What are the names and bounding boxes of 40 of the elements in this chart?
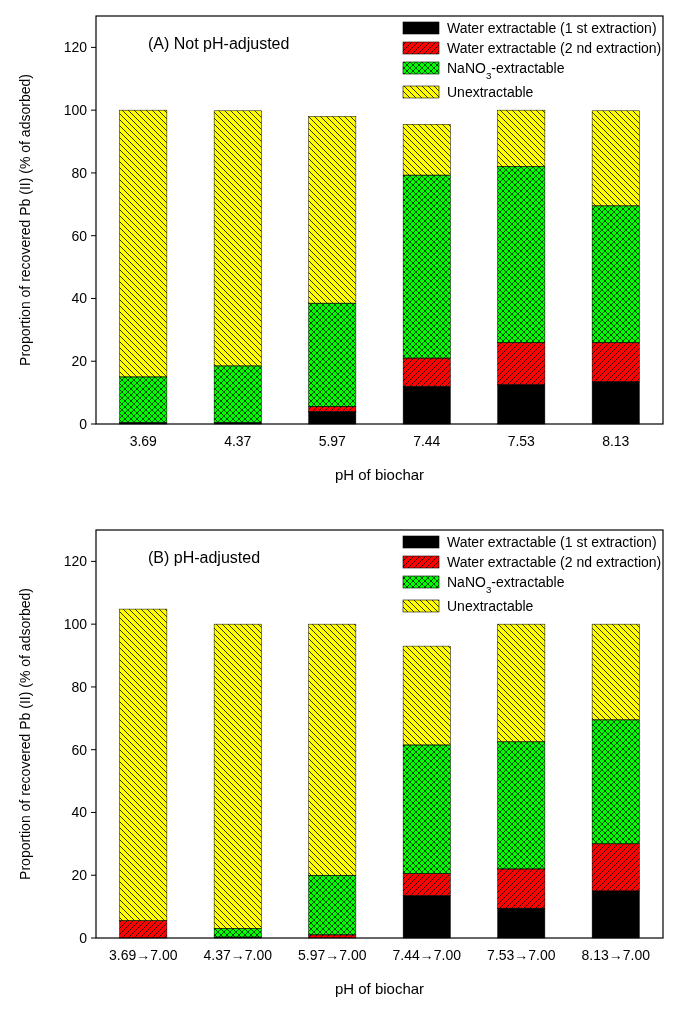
- legend-label: Water extractable (2 nd extraction): [447, 39, 662, 56]
- y-tick-label: 120: [63, 39, 88, 56]
- x-tick-label: 5.97→7.00: [298, 947, 367, 963]
- x-tick-label: 7.44→7.00: [392, 947, 462, 963]
- x-tick-label: 7.44: [413, 433, 441, 449]
- text: (B) pH-adjusted: [148, 549, 261, 566]
- y-tick-label: 120: [63, 553, 88, 570]
- y-tick-label: 0: [79, 415, 88, 432]
- legend-label: Water extractable (2 nd extraction): [447, 553, 662, 570]
- legend-label: Unextractable: [447, 83, 534, 100]
- y-axis-title: Proportion of recovered Pb (II) (% of adsorbed): [17, 588, 33, 880]
- y-tick-label: 80: [71, 164, 88, 181]
- y-tick-label: 40: [71, 290, 88, 307]
- y-axis-title: Proportion of recovered Pb (II) (% of adsorbed): [17, 74, 33, 366]
- text: (A) Not pH-adjusted: [148, 35, 290, 52]
- x-tick-label: 3.69→7.00: [109, 947, 178, 963]
- y-tick-label: 80: [71, 678, 88, 695]
- y-tick-label: 100: [63, 616, 88, 633]
- legend-label: Water extractable (1 st extraction): [447, 533, 657, 550]
- x-tick-label: 7.53: [507, 433, 536, 449]
- y-tick-label: 60: [71, 741, 88, 758]
- legend-label: Unextractable: [447, 597, 534, 614]
- x-tick-label: 3.69: [129, 433, 158, 449]
- x-tick-label: 8.13→7.00: [581, 947, 651, 963]
- y-tick-label: 20: [71, 353, 88, 370]
- y-tick-label: 100: [63, 102, 88, 119]
- y-tick-label: 40: [71, 804, 88, 821]
- x-tick-label: 8.13: [602, 433, 630, 449]
- x-axis-title: pH of biochar: [334, 980, 425, 997]
- x-tick-label: 5.97: [318, 433, 347, 449]
- y-tick-label: 0: [79, 929, 88, 946]
- y-tick-label: 20: [71, 867, 88, 884]
- legend-label: NaNO$_{3}$-extractable: [447, 573, 565, 595]
- x-tick-label: 7.53→7.00: [487, 947, 556, 963]
- y-tick-label: 60: [71, 227, 88, 244]
- legend-label: Water extractable (1 st extraction): [447, 19, 657, 36]
- x-tick-label: 4.37→7.00: [203, 947, 273, 963]
- x-axis-title: pH of biochar: [334, 466, 425, 483]
- x-tick-label: 4.37: [224, 433, 252, 449]
- legend-label: NaNO$_{3}$-extractable: [447, 59, 565, 81]
